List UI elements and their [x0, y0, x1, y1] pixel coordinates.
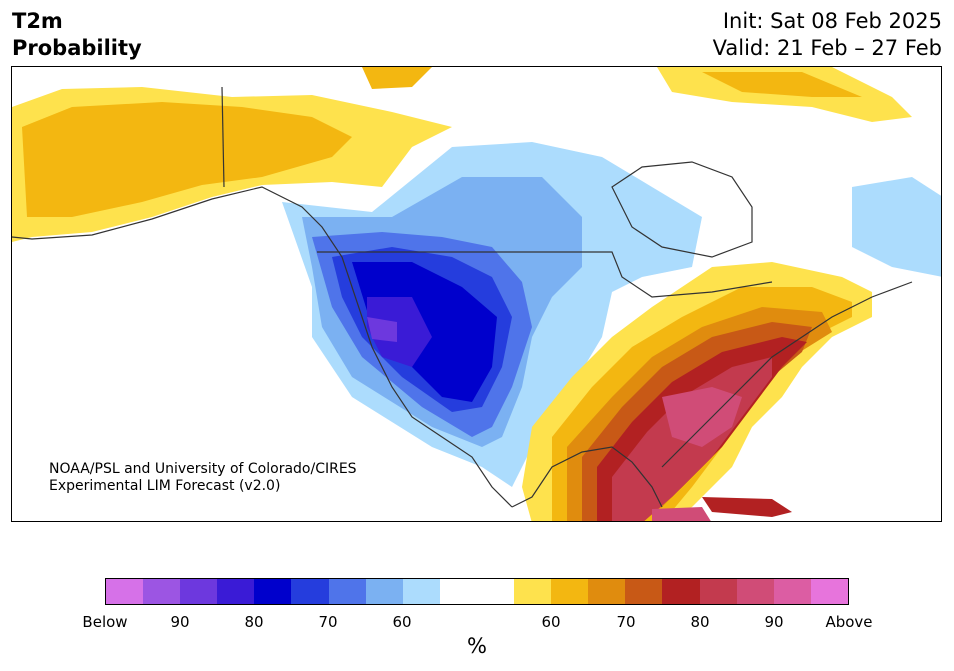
region-east-above-90: [662, 387, 742, 447]
colorbar-tick-label: 60: [392, 613, 412, 631]
colorbar-swatch: [365, 579, 403, 604]
region-arctic-above-65: [362, 67, 432, 89]
credit-line-1: NOAA/PSL and University of Colorado/CIRE…: [49, 461, 357, 477]
region-cold-90: [367, 317, 397, 342]
colorbar-swatch: [180, 579, 218, 604]
colorbar-swatch: [106, 579, 144, 604]
colorbar-swatch: [439, 579, 477, 604]
coastline-atlantic: [661, 281, 913, 468]
credit-line-2: Experimental LIM Forecast (v2.0): [49, 478, 281, 494]
region-cuba-above-90: [652, 507, 711, 521]
colorbar-swatch: [810, 579, 848, 604]
region-labrador-below-60: [852, 177, 941, 277]
colorbar-swatch: [254, 579, 292, 604]
colorbar: [105, 578, 849, 605]
coastline-gulf: [511, 446, 663, 508]
region-caribbean-above-80: [702, 497, 792, 517]
colorbar-tick-label: 60: [541, 613, 561, 631]
colorbar-swatch: [588, 579, 626, 604]
colorbar-swatch: [217, 579, 255, 604]
colorbar-swatch: [328, 579, 366, 604]
colorbar-swatch: [291, 579, 329, 604]
init-date: Init: Sat 08 Feb 2025: [722, 9, 942, 33]
colorbar-swatch: [514, 579, 552, 604]
colorbar-swatch: [476, 579, 515, 604]
region-alaska-above-65: [22, 102, 352, 217]
coastline-pacific: [12, 186, 513, 508]
colorbar-tick-label: 70: [318, 613, 338, 631]
colorbar-swatch: [699, 579, 737, 604]
coastline-hudson-bay: [611, 161, 753, 258]
probability-map: [11, 66, 942, 522]
border-us-canada: [317, 251, 773, 298]
map-canvas: [12, 67, 941, 521]
colorbar-swatch: [736, 579, 774, 604]
colorbar-swatch: [551, 579, 589, 604]
credit-text: NOAA/PSL and University of Colorado/CIRE…: [49, 461, 357, 495]
map-title: T2m Probability: [12, 9, 142, 60]
colorbar-tick-label: 80: [690, 613, 710, 631]
colorbar-tick-label: 70: [616, 613, 636, 631]
colorbar-swatch: [402, 579, 440, 604]
valid-range: Valid: 21 Feb – 27 Feb: [712, 36, 942, 60]
region-greenland-above-65: [702, 72, 862, 97]
colorbar-tick-label: 80: [244, 613, 264, 631]
colorbar-swatch: [143, 579, 181, 604]
border-alaska-canada: [221, 86, 225, 188]
region-cold-85: [367, 297, 432, 367]
colorbar-swatch: [662, 579, 700, 604]
colorbar-tick-label: 90: [170, 613, 190, 631]
colorbar-swatch: [773, 579, 811, 604]
colorbar-tick-label: Below: [82, 613, 128, 631]
forecast-dates: Init: Sat 08 Feb 2025 Valid: 21 Feb – 27…: [713, 8, 942, 62]
colorbar-swatch: [625, 579, 663, 604]
colorbar-tick-label: 90: [764, 613, 784, 631]
colorbar-tick-label: Above: [825, 613, 873, 631]
colorbar-unit: %: [467, 634, 487, 658]
